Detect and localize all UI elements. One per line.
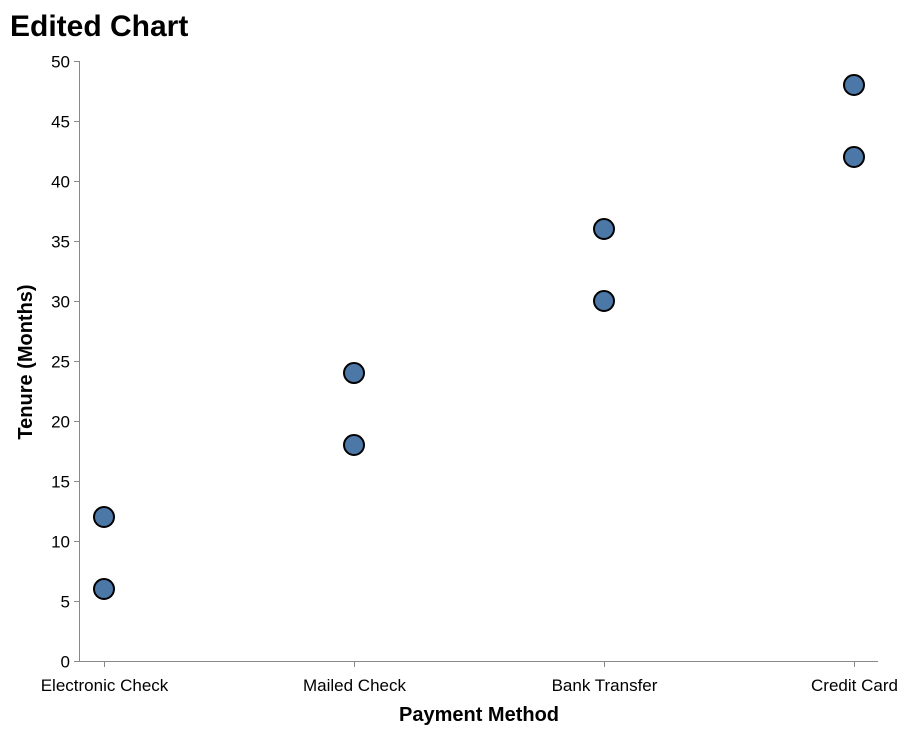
y-axis-title: Tenure (Months)	[15, 284, 37, 439]
y-tick-label: 20	[51, 413, 70, 432]
y-tick-label: 40	[51, 173, 70, 192]
data-point	[593, 218, 615, 240]
data-point	[93, 578, 115, 600]
data-point	[93, 506, 115, 528]
data-point	[843, 74, 865, 96]
y-tick-label: 0	[61, 653, 70, 672]
x-tick-label: Electronic Check	[41, 676, 169, 695]
y-tick-label: 15	[51, 473, 70, 492]
x-tick-label: Bank Transfer	[552, 676, 658, 695]
data-point	[343, 434, 365, 456]
data-point	[843, 146, 865, 168]
y-tick-label: 30	[51, 293, 70, 312]
x-tick-label: Mailed Check	[303, 676, 406, 695]
data-point	[343, 362, 365, 384]
y-tick-label: 25	[51, 353, 70, 372]
x-tick-label: Credit Card	[811, 676, 898, 695]
y-axis: 0 5 10 15 20 25 30 35 40 45 50	[51, 53, 80, 672]
y-tick-label: 35	[51, 233, 70, 252]
y-tick-label: 50	[51, 53, 70, 72]
x-axis-title: Payment Method	[399, 704, 559, 726]
data-points	[93, 74, 865, 600]
chart-title: Edited Chart	[10, 10, 188, 43]
y-tick-label: 45	[51, 113, 70, 132]
y-tick-label: 10	[51, 533, 70, 552]
data-point	[593, 290, 615, 312]
x-axis: Electronic Check Mailed Check Bank Transfe…	[41, 661, 898, 695]
y-tick-label: 5	[61, 593, 70, 612]
